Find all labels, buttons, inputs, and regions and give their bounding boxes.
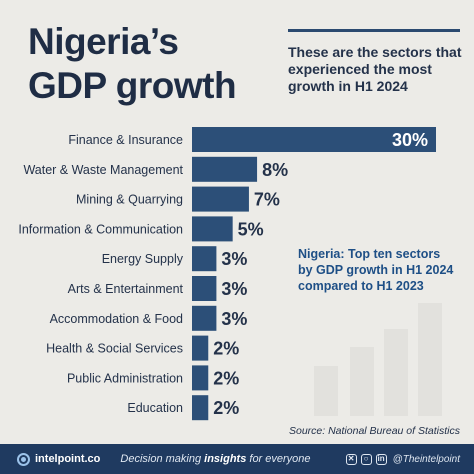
tagline: Decision making insights for everyone <box>120 453 310 465</box>
social-links: ✕ ○ in @Theintelpoint <box>345 453 460 465</box>
x-icon[interactable]: ✕ <box>345 453 357 465</box>
value-label: 2% <box>213 339 239 359</box>
page-title: Nigeria’s GDP growth <box>28 20 258 108</box>
linkedin-icon[interactable]: in <box>375 453 387 465</box>
subtitle-divider <box>288 29 460 32</box>
tagline-bold: insights <box>204 453 247 465</box>
decor-bar <box>314 366 338 416</box>
bar <box>192 365 209 391</box>
value-label: 7% <box>254 190 280 210</box>
bar <box>192 246 217 272</box>
footer-bar: intelpoint.co Decision making insights f… <box>0 444 474 474</box>
category-label: Water & Waste Management <box>23 163 183 177</box>
bar <box>192 276 217 301</box>
bar <box>192 186 249 212</box>
bar <box>192 156 258 182</box>
value-label: 8% <box>262 160 288 180</box>
value-label: 30% <box>392 130 428 150</box>
category-label: Information & Communication <box>18 222 183 236</box>
bar-series: Finance & Insurance 30% Water & Waste Mana… <box>18 127 436 421</box>
category-label: Accommodation & Food <box>50 312 183 326</box>
category-label: Public Administration <box>67 371 183 385</box>
value-label: 2% <box>213 368 239 388</box>
category-label: Energy Supply <box>102 252 184 266</box>
bar-chart: Finance & Insurance 30% Water & Waste Mana… <box>18 127 442 421</box>
instagram-icon[interactable]: ○ <box>360 453 372 465</box>
subtitle: These are the sectors that experienced t… <box>288 44 462 94</box>
bar <box>192 335 209 361</box>
value-label: 3% <box>221 279 247 299</box>
category-label: Mining & Quarrying <box>76 193 183 207</box>
category-label: Finance & Insurance <box>68 133 183 147</box>
source-text: Source: National Bureau of Statistics <box>288 425 460 437</box>
decor-bar <box>418 303 442 416</box>
decorative-background-bars <box>314 303 442 416</box>
value-label: 3% <box>221 309 247 329</box>
value-label: 2% <box>213 398 239 418</box>
brand-link[interactable]: intelpoint.co <box>35 453 101 465</box>
decor-bar <box>350 347 374 416</box>
bar <box>192 395 209 421</box>
bar <box>192 216 233 242</box>
value-label: 3% <box>221 249 247 269</box>
chart-note: Nigeria: Top ten sectors by GDP growth i… <box>298 247 454 293</box>
value-label: 5% <box>238 219 264 239</box>
bar <box>192 305 217 331</box>
category-label: Arts & Entertainment <box>68 282 184 296</box>
intelpoint-logo-icon <box>17 452 30 466</box>
bar <box>192 127 436 152</box>
title-line-2: GDP growth <box>28 65 237 106</box>
social-handle[interactable]: @Theintelpoint <box>392 453 460 465</box>
tagline-pre: Decision making <box>120 453 205 465</box>
title-line-1: Nigeria’s <box>28 21 179 62</box>
category-label: Health & Social Services <box>46 342 183 356</box>
category-label: Education <box>127 401 183 415</box>
decor-bar <box>384 329 408 416</box>
tagline-post: for everyone <box>246 453 311 465</box>
